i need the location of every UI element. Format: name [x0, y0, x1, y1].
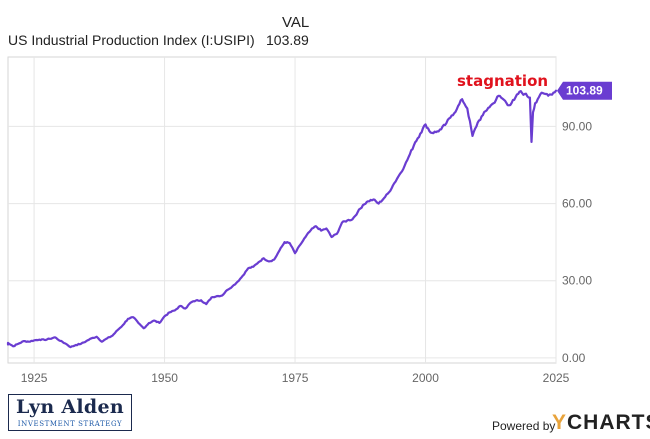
- last-value-label: 103.89: [566, 84, 603, 98]
- x-tick-label: 1925: [21, 371, 48, 385]
- ycharts-logo-y: Y: [552, 411, 568, 434]
- x-tick-label: 1975: [282, 371, 309, 385]
- y-tick-label: 60.00: [562, 197, 592, 211]
- logo-name: Lyn Alden: [16, 396, 124, 418]
- ycharts-logo-text: CHARTS: [567, 411, 650, 434]
- stagnation-annotation: stagnation: [457, 72, 548, 90]
- series-line[interactable]: [6, 89, 558, 349]
- ycharts-logo[interactable]: YCHARTS: [552, 411, 650, 435]
- x-gridlines: [33, 57, 557, 363]
- logo-subtitle: INVESTMENT STRATEGY: [17, 420, 123, 428]
- y-gridlines: [8, 125, 556, 359]
- x-tick-label: 2000: [412, 371, 439, 385]
- plot-frame: [7, 56, 557, 364]
- x-axis-ticks: 1925 1950 1975 2000 2025: [21, 371, 570, 385]
- y-tick-label: 0.00: [562, 351, 586, 365]
- y-tick-label: 90.00: [562, 119, 592, 133]
- powered-by-text: Powered by: [492, 419, 556, 433]
- lyn-alden-logo: Lyn Alden INVESTMENT STRATEGY: [8, 394, 132, 431]
- latest-value: 103.89: [266, 32, 309, 48]
- y-axis-ticks: 0.00 30.00 60.00 90.00: [562, 119, 592, 364]
- y-tick-label: 30.00: [562, 274, 592, 288]
- value-column-header: VAL: [282, 14, 310, 31]
- series-name[interactable]: US Industrial Production Index (I:USIPI): [8, 32, 255, 48]
- x-tick-label: 1950: [151, 371, 178, 385]
- x-tick-label: 2025: [543, 371, 570, 385]
- last-value-tag: [557, 81, 612, 100]
